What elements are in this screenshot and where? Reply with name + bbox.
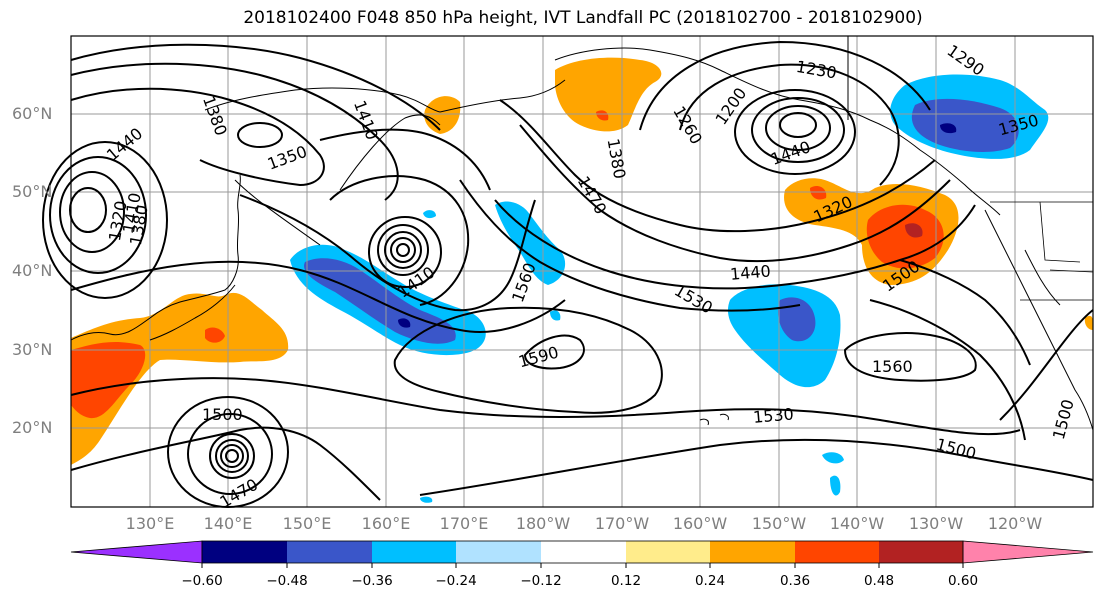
lat-label-50n: 50°N <box>12 182 53 201</box>
shade-lightblue-small-3 <box>420 496 433 503</box>
colorbar-tick-label: 0.12 <box>610 573 642 589</box>
map-title: 2018102400 F048 850 hPa height, IVT Land… <box>243 8 923 28</box>
shade-orange-west <box>71 292 289 465</box>
colorbar-bin-5 <box>541 541 626 563</box>
colorbar <box>70 540 1094 568</box>
lat-label-60n: 60°N <box>12 104 53 123</box>
map-border <box>70 35 1094 508</box>
colorbar-tick-label: −0.60 <box>181 573 223 589</box>
shade-lightblue-small-4 <box>423 210 436 219</box>
contour-label: 1440 <box>729 261 771 283</box>
shade-blue-alaska-gulf <box>911 98 1019 152</box>
colorbar-over <box>962 540 1094 564</box>
lat-label-20n: 20°N <box>12 418 53 437</box>
shade-lightblue-small-2 <box>830 475 841 496</box>
shade-red-west <box>71 342 146 419</box>
lon-label-160w: 160°W <box>672 514 728 533</box>
shade-orange-se-coast <box>1084 315 1093 330</box>
shade-red-west-2 <box>205 327 225 343</box>
shade-red-ne-2 <box>810 186 827 200</box>
shade-lightblue-small-1 <box>822 452 844 464</box>
colorbar-bin-2 <box>287 541 372 563</box>
shade-red-alaska <box>596 110 609 121</box>
contour-label: 1530 <box>752 404 794 426</box>
colorbar-bin-9 <box>879 541 963 563</box>
colorbar-bin-8 <box>795 541 879 563</box>
colorbar-bin-6 <box>626 541 710 563</box>
colorbar-tick-label: 0.24 <box>694 573 726 589</box>
lon-label-150w: 150°W <box>751 514 807 533</box>
colorbar-tick-label: 0.36 <box>779 573 811 589</box>
shade-red-ne <box>866 204 944 269</box>
colorbar-bin-7 <box>710 541 795 563</box>
colorbar-bin-3 <box>372 541 456 563</box>
shade-navy-alaska-gulf <box>940 123 957 134</box>
colorbar-tick-label: −0.12 <box>520 573 562 589</box>
contour-label: 1560 <box>872 357 913 376</box>
shade-lightblue-central <box>495 201 566 285</box>
lon-label-140w: 140°W <box>829 514 885 533</box>
colorbar-tick-label: −0.24 <box>435 573 477 589</box>
lon-label-160e: 160°E <box>361 514 411 533</box>
shading-layer <box>71 57 1093 503</box>
colorbar-tick-label: 0.60 <box>947 573 979 589</box>
colorbar-under <box>70 540 203 564</box>
shade-navy-japan-east <box>398 318 411 328</box>
lat-label-40n: 40°N <box>12 261 53 280</box>
shade-darkred-ne <box>905 223 923 238</box>
colorbar-bin-1 <box>202 541 287 563</box>
colorbar-tick-label: 0.48 <box>863 573 895 589</box>
lat-label-30n: 30°N <box>12 340 53 359</box>
lon-label-140e: 140°E <box>203 514 253 533</box>
lon-label-130w: 130°W <box>908 514 964 533</box>
lon-label-120w: 120°W <box>987 514 1043 533</box>
lon-label-150e: 150°E <box>282 514 332 533</box>
lon-label-180w: 180°W <box>515 514 571 533</box>
shade-lightblue-small-5 <box>550 310 561 321</box>
lon-label-130e: 130°E <box>125 514 175 533</box>
height-contours <box>42 40 1094 508</box>
colorbar-tick-label: −0.36 <box>351 573 393 589</box>
colorbar-tick-label: −0.48 <box>266 573 308 589</box>
lon-label-170w: 170°W <box>594 514 650 533</box>
shade-blue-subtropic <box>778 297 816 342</box>
contour-label: 1500 <box>202 405 243 424</box>
lon-label-170e: 170°E <box>439 514 489 533</box>
coastlines <box>70 36 1094 431</box>
shade-orange-alaska <box>555 57 662 132</box>
colorbar-bin-4 <box>456 541 541 563</box>
